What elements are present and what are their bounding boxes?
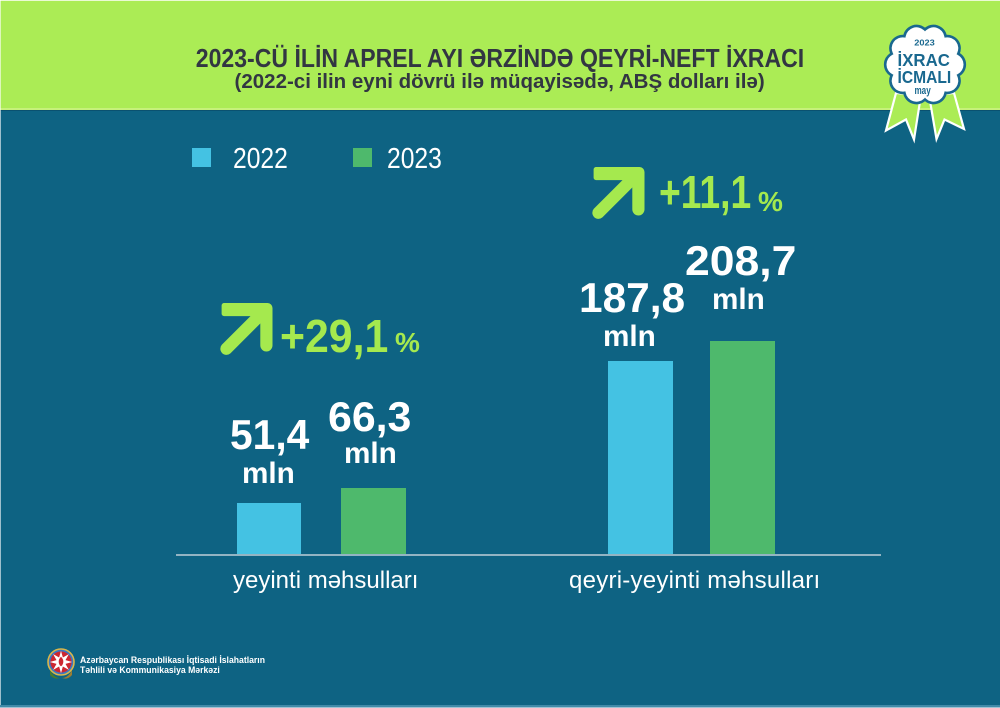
svg-text:may: may: [914, 85, 931, 97]
svg-text:2023: 2023: [914, 37, 935, 47]
svg-text:İXRAC: İXRAC: [898, 50, 951, 70]
svg-text:İCMALI: İCMALI: [898, 67, 952, 87]
